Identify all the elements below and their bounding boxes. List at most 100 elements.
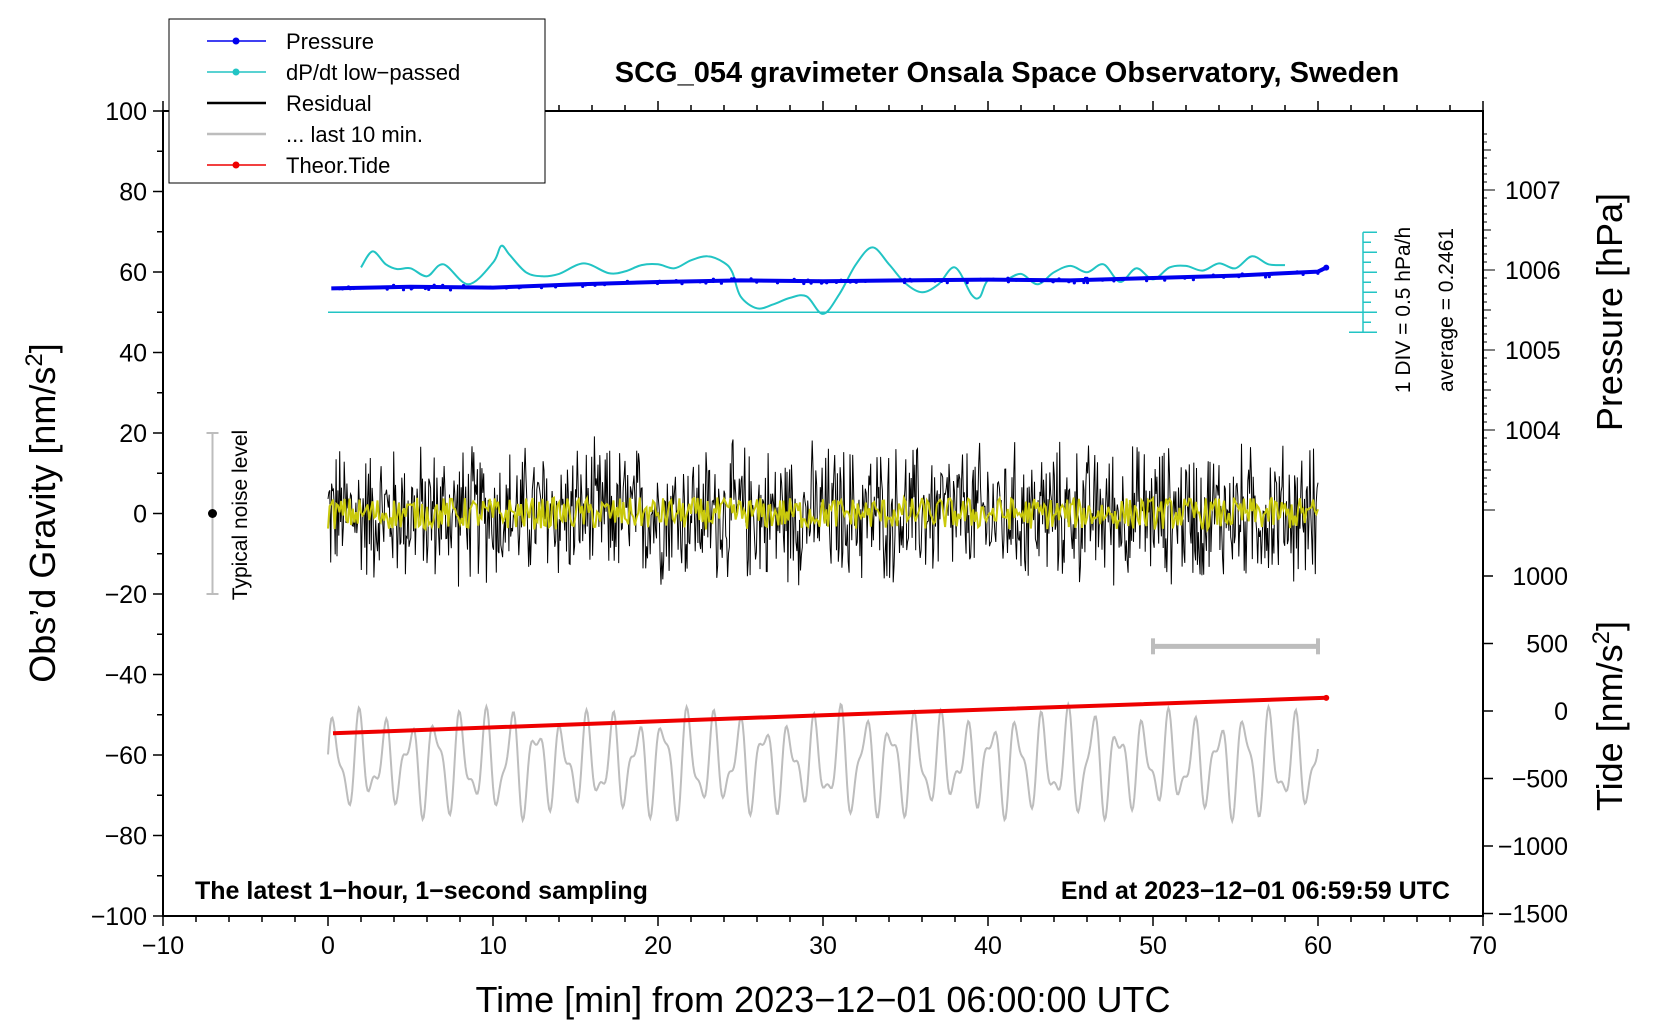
legend-marker xyxy=(232,37,240,45)
pressure-point xyxy=(806,278,810,282)
pressure-point xyxy=(749,277,753,281)
pressure-point xyxy=(1039,279,1043,283)
pressure-tick-label: 1004 xyxy=(1505,417,1561,445)
pressure-point xyxy=(863,279,868,283)
pressure-point xyxy=(1100,278,1105,282)
pressure-point xyxy=(461,284,466,288)
y-left-tick-label: 40 xyxy=(119,340,147,368)
y-left-tick-label: −20 xyxy=(105,581,147,609)
pressure-point xyxy=(674,279,678,283)
footer-left-label: The latest 1−hour, 1−second sampling xyxy=(195,877,648,905)
pressure-point xyxy=(427,287,431,291)
x-tick-label: 60 xyxy=(1304,932,1332,960)
pressure-point xyxy=(348,287,352,291)
pressure-point xyxy=(583,283,588,287)
y-axis-left-title: Obs’d Gravity [nm/s2] xyxy=(21,343,63,682)
pressure-point xyxy=(1107,277,1111,281)
pressure-point xyxy=(1085,281,1090,285)
pressure-point xyxy=(625,279,630,283)
tide-tick-label: −500 xyxy=(1512,766,1568,794)
pressure-point xyxy=(965,281,969,285)
noise-bar-center xyxy=(208,509,217,518)
pressure-point xyxy=(704,281,708,285)
pressure-point xyxy=(825,281,829,285)
pressure-point xyxy=(554,285,558,289)
tide-tick-label: −1500 xyxy=(1498,901,1568,929)
pressure-point xyxy=(448,288,453,292)
pressure-point xyxy=(732,277,736,281)
pressure-point xyxy=(1240,272,1244,276)
x-tick-label: 30 xyxy=(809,932,837,960)
pressure-point xyxy=(1072,281,1076,285)
pressure-point xyxy=(792,277,796,281)
pressure-point xyxy=(1014,278,1018,282)
tide-tick-label: 1000 xyxy=(1512,563,1568,591)
pressure-point xyxy=(719,281,724,285)
pressure-point xyxy=(1058,278,1062,282)
pressure-end-point xyxy=(1323,264,1330,271)
x-tick-label: −10 xyxy=(142,932,184,960)
pressure-point xyxy=(1267,275,1271,279)
pressure-point xyxy=(352,286,356,291)
pressure-point xyxy=(820,281,824,285)
legend-label: Pressure xyxy=(286,29,374,54)
pressure-point xyxy=(1174,275,1178,279)
y-axis-left: 100 80 60 40 20 0 −20 −40 −60 −80 −100 xyxy=(91,98,163,931)
pressure-point xyxy=(504,286,508,290)
noise-level-bar xyxy=(206,432,219,595)
pressure-point xyxy=(655,281,660,286)
series-last10 xyxy=(327,700,1319,825)
pressure-point xyxy=(409,287,413,291)
pressure-point xyxy=(432,283,436,287)
last10-line xyxy=(327,700,1319,825)
pressure-point xyxy=(933,279,937,283)
series-residual-lowpass xyxy=(327,494,1319,534)
pressure-point xyxy=(809,281,813,285)
pressure-point xyxy=(834,280,839,284)
x-tick-label: 70 xyxy=(1469,932,1497,960)
dpdt-scale xyxy=(1349,231,1377,333)
pressure-point xyxy=(1295,270,1299,274)
pressure-point xyxy=(581,284,585,288)
pressure-point xyxy=(939,279,944,283)
y-left-tick-label: 100 xyxy=(105,98,147,126)
pressure-point xyxy=(385,287,389,291)
pressure-tick-label: 1007 xyxy=(1505,177,1561,205)
footer-right-label: End at 2023−12−01 06:59:59 UTC xyxy=(1061,877,1450,905)
x-tick-label: 0 xyxy=(321,932,335,960)
pressure-point xyxy=(909,279,914,283)
pressure-point xyxy=(746,278,750,282)
x-tick-label: 20 xyxy=(644,932,672,960)
y-left-title-main: Obs’d Gravity [nm/s xyxy=(22,367,63,683)
pressure-point xyxy=(1301,272,1305,276)
y-axis-tide: 1000 500 0 −500 −1000 −1500 xyxy=(1483,563,1568,929)
pressure-point xyxy=(817,279,821,283)
series-tide xyxy=(332,694,1330,736)
pressure-point xyxy=(680,282,684,286)
pressure-point xyxy=(867,279,871,283)
y-axis-tide-title: Tide [nm/s2] xyxy=(1588,621,1630,811)
dpdt-div-label: 1 DIV = 0.5 hPa/h xyxy=(1392,227,1415,393)
pressure-point xyxy=(519,285,523,289)
pressure-point xyxy=(979,277,983,281)
y-left-tick-label: 80 xyxy=(119,179,147,207)
pressure-point xyxy=(441,283,445,287)
pressure-point xyxy=(1236,273,1240,277)
y-left-tick-label: 60 xyxy=(119,259,147,287)
legend-label: Theor.Tide xyxy=(286,153,390,178)
pressure-point xyxy=(711,279,715,283)
pressure-point xyxy=(902,280,907,285)
pressure-point xyxy=(1163,278,1167,282)
tide-tick-label: 500 xyxy=(1526,631,1568,659)
tide-line xyxy=(332,695,1327,736)
pressure-point xyxy=(1211,273,1215,277)
pressure-point xyxy=(1203,274,1207,278)
noise-level-label: Typical noise level xyxy=(229,430,252,600)
y-left-tick-label: −80 xyxy=(105,823,147,851)
last10-bar xyxy=(1151,638,1320,655)
pressure-point xyxy=(1319,268,1324,272)
y-left-tick-label: −40 xyxy=(105,662,147,690)
pressure-point xyxy=(392,283,396,287)
pressure-point xyxy=(1191,278,1195,282)
